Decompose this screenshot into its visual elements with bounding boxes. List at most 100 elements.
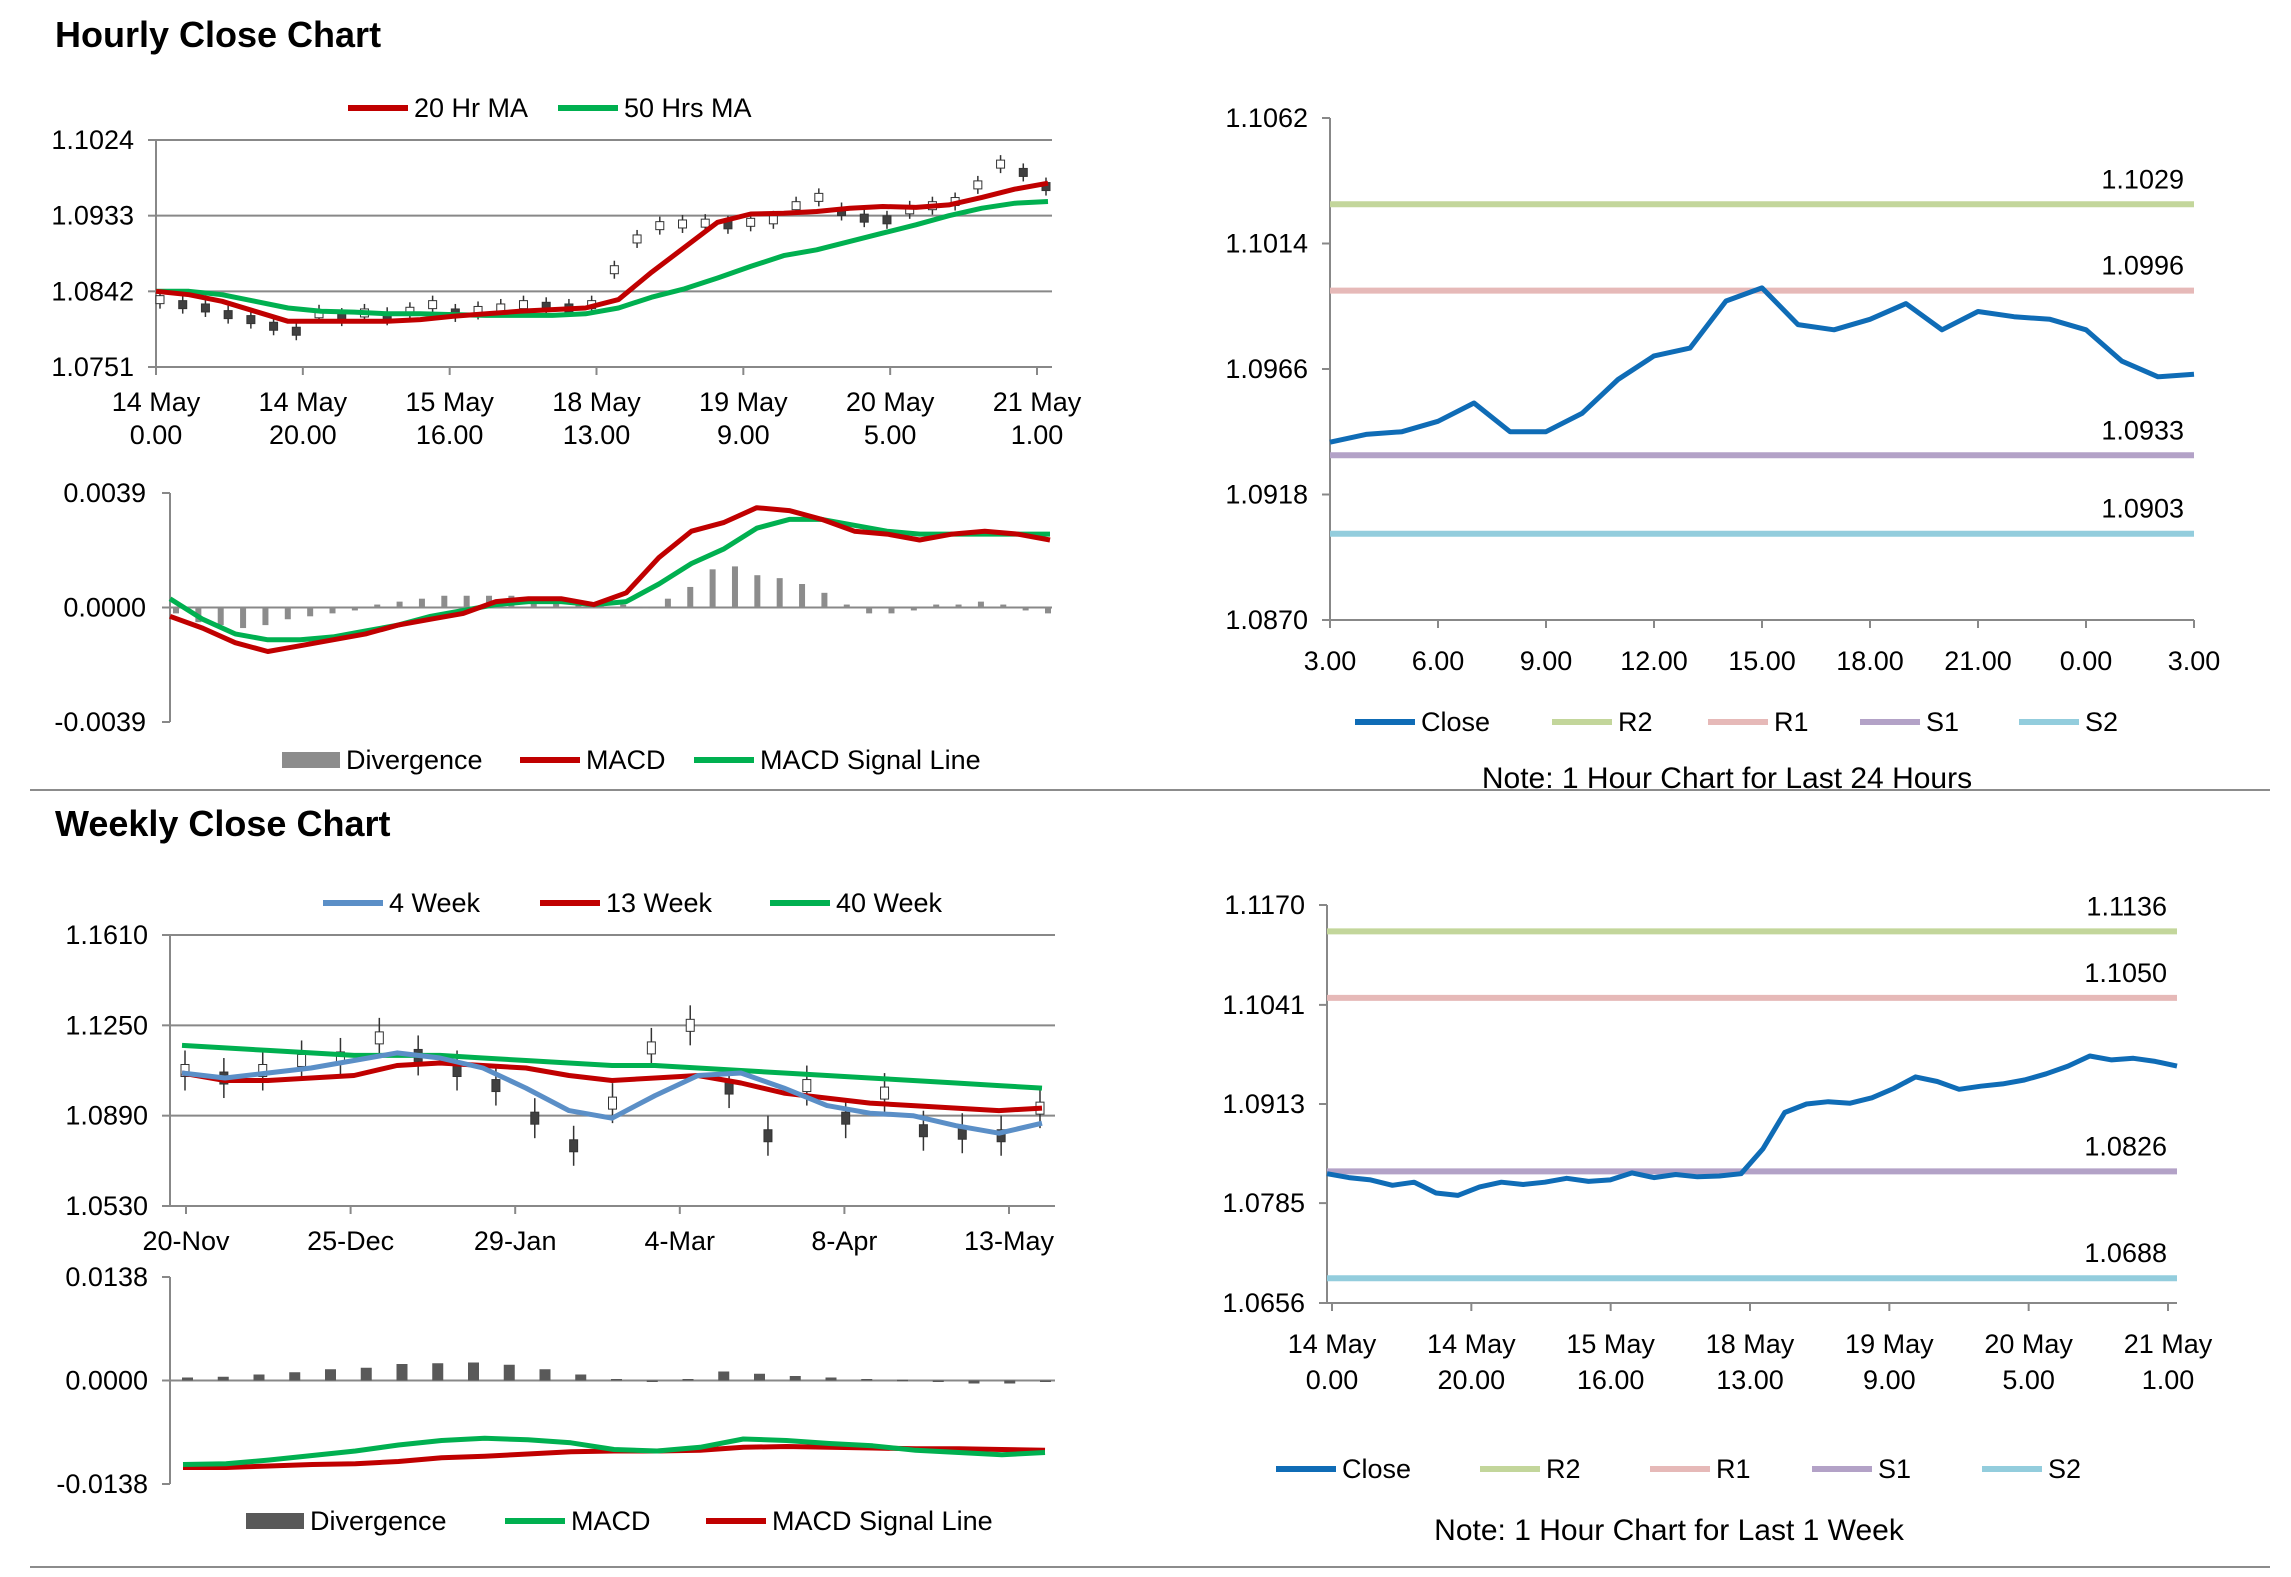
hourly-price-x-tick-label: 16.00 <box>416 420 484 450</box>
hourly-price-candle-body <box>678 219 688 229</box>
weekly-1w-x-tick-label: 5.00 <box>2002 1365 2055 1395</box>
weekly-divergence-bar <box>1040 1380 1051 1382</box>
weekly-price-x-tick-label: 20-Nov <box>142 1226 230 1256</box>
hourly-24h-x-tick-label: 18.00 <box>1836 646 1904 676</box>
weekly-divergence-bar <box>682 1379 694 1381</box>
weekly-1w-y-tick-label: 1.0656 <box>1222 1288 1305 1318</box>
hourly-divergence-bar <box>955 604 962 608</box>
hourly-macd-y-tick-label: -0.0039 <box>54 707 146 737</box>
hourly-section-title: Hourly Close Chart <box>55 14 382 55</box>
weekly-divergence-bar <box>360 1367 372 1381</box>
section-divider <box>30 789 2270 791</box>
weekly-wk4-legend-label: 4 Week <box>389 888 481 918</box>
weekly-price-candle-body <box>918 1124 928 1138</box>
hourly-divergence-bar <box>1022 607 1029 611</box>
weekly-price-candle-body <box>841 1111 851 1125</box>
hourly-macd-legend-label: MACD <box>586 745 666 775</box>
weekly-1w-y-tick-label: 1.0785 <box>1222 1188 1305 1218</box>
hourly-macd-series <box>169 505 1051 654</box>
weekly-1w-r2-level-label: 1.1136 <box>2086 891 2167 921</box>
hourly-price-candle-body <box>609 265 619 275</box>
hourly-divergence-bar <box>866 607 873 614</box>
weekly-divergence-bar <box>897 1379 908 1382</box>
hourly-price-candle-body <box>814 192 824 202</box>
weekly-price-x-tick-label: 29-Jan <box>474 1226 557 1256</box>
weekly-section-title: Weekly Close Chart <box>55 803 391 844</box>
weekly-macd-legend-label: MACD <box>571 1506 651 1536</box>
hourly-price-x-tick-label: 14 May <box>112 387 201 417</box>
weekly-1w-s2-level-label: 1.0688 <box>2084 1238 2167 1268</box>
hourly-ma20-legend-label: 20 Hr MA <box>414 93 528 123</box>
hourly-price-y-tick-label: 1.0933 <box>51 201 134 231</box>
weekly-1w-r1-level-label: 1.1050 <box>2084 958 2167 988</box>
weekly-1w-x-tick-label: 1.00 <box>2142 1365 2195 1395</box>
weekly-1w-note: Note: 1 Hour Chart for Last 1 Week <box>1434 1514 1905 1547</box>
weekly-price-candle-body <box>996 1129 1006 1143</box>
weekly-divergence-bar <box>611 1379 622 1381</box>
hourly-divergence-bar <box>351 607 358 611</box>
hourly-24h-r1-level-label: 1.0996 <box>2101 251 2184 281</box>
weekly-1w-y-tick-label: 1.0913 <box>1222 1089 1305 1119</box>
weekly-1w-x-tick-label: 14 May <box>1427 1329 1516 1359</box>
hourly-divergence-bar <box>731 566 738 608</box>
weekly-price-y-tick-label: 1.0890 <box>65 1101 148 1131</box>
hourly-price-y-tick-label: 1.1024 <box>51 125 134 155</box>
hourly-24h-x-tick-label: 0.00 <box>2060 646 2113 676</box>
weekly-macd-y-tick-label: -0.0138 <box>56 1469 148 1499</box>
hourly-divergence-bar <box>977 601 984 608</box>
weekly-wk13-series <box>181 1060 1043 1114</box>
weekly-price-candle-body <box>802 1079 812 1093</box>
hourly-divergence-bar <box>776 578 783 608</box>
weekly-divergence-bar <box>754 1373 765 1381</box>
weekly-divergence-bar <box>861 1379 873 1381</box>
hourly-price-y-tick-label: 1.0842 <box>51 276 134 306</box>
weekly-price-x-tick-label: 8-Apr <box>811 1226 877 1256</box>
hourly-divergence-bar <box>396 601 403 608</box>
weekly-divergence-bar <box>932 1380 944 1382</box>
hourly-price-y-tick-label: 1.0751 <box>51 352 134 382</box>
hourly-divergence-bar <box>463 595 470 608</box>
hourly-24h-r2-level-label: 1.1029 <box>2101 164 2184 194</box>
weekly-1w-close-legend-label: Close <box>1342 1454 1411 1484</box>
hourly-price-candle-body <box>200 303 210 313</box>
hourly-divergence-bar <box>799 584 806 608</box>
hourly-price-candle-body <box>768 215 778 225</box>
hourly-24h-s1-level-label: 1.0933 <box>2101 415 2184 445</box>
hourly-divergence-bar <box>910 607 917 611</box>
hourly-24h-r1-legend-label: R1 <box>1774 707 1809 737</box>
hourly-24h-x-tick-label: 15.00 <box>1728 646 1796 676</box>
hourly-divergence-bar <box>821 592 828 608</box>
hourly-24h-y-tick-label: 1.1062 <box>1225 103 1308 133</box>
hourly-24h-y-tick-label: 1.0870 <box>1225 605 1308 635</box>
weekly-signal-legend-label: MACD Signal Line <box>772 1506 993 1536</box>
weekly-1w-s1-level-label: 1.0826 <box>2084 1131 2167 1161</box>
weekly-1w-x-tick-label: 20 May <box>1984 1329 2073 1359</box>
hourly-24h-r2-legend-label: R2 <box>1618 707 1653 737</box>
hourly-price-candle-body <box>746 217 756 227</box>
hourly-divergence-bar <box>754 575 761 608</box>
hourly-divergence-bar <box>441 595 448 608</box>
hourly-24h-x-tick-label: 3.00 <box>2168 646 2221 676</box>
weekly-divergence-legend-label: Divergence <box>310 1506 447 1536</box>
hourly-divergence-bar <box>664 598 671 608</box>
hourly-divergence-bar <box>262 607 269 626</box>
weekly-wk40-legend-label: 40 Week <box>836 888 943 918</box>
weekly-divergence-bar <box>968 1380 980 1384</box>
hourly-24h-y-tick-label: 1.0918 <box>1225 480 1308 510</box>
weekly-divergence-legend-swatch <box>246 1513 304 1529</box>
hourly-divergence-bar <box>217 607 224 626</box>
hourly-24h-x-tick-label: 9.00 <box>1520 646 1573 676</box>
weekly-price-candle-body <box>530 1111 540 1125</box>
weekly-divergence-bar <box>646 1380 658 1382</box>
weekly-price-candle-body <box>880 1086 890 1100</box>
weekly-divergence-bar <box>217 1376 229 1381</box>
hourly-macd-y-tick-label: 0.0039 <box>63 478 146 508</box>
hourly-price-x-tick-label: 9.00 <box>717 420 770 450</box>
hourly-divergence-bar <box>687 586 694 608</box>
weekly-divergence-bar <box>253 1374 265 1381</box>
hourly-divergence-bar <box>1000 604 1007 608</box>
hourly-price-candle-body <box>882 215 892 225</box>
hourly-price-candle-body <box>791 201 801 211</box>
weekly-1w-x-tick-label: 16.00 <box>1577 1365 1645 1395</box>
weekly-divergence-bar <box>432 1363 444 1381</box>
